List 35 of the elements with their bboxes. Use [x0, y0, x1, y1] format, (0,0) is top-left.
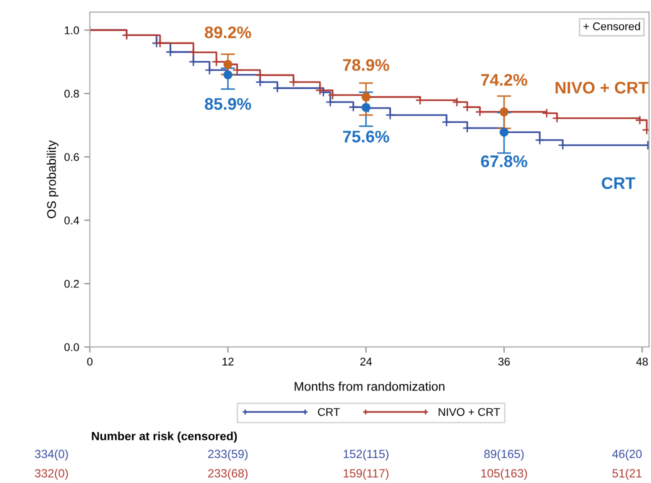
text: 334(0) — [34, 449, 68, 460]
y-tick-label: 0.6 — [64, 153, 79, 162]
y-tick-label: 0.4 — [64, 216, 80, 224]
annotation: CRT — [602, 177, 636, 190]
y-tick-label: 0.0 — [64, 343, 79, 352]
y-axis-title: OS probability — [46, 140, 58, 218]
text: 152(115) — [344, 449, 388, 460]
data-label: 89.2% — [204, 26, 252, 38]
x-tick-label: 0 — [87, 358, 92, 366]
legend-label: CRT — [318, 408, 340, 416]
x-tick-label: 12 — [222, 358, 234, 366]
data-label: 75.6% — [343, 130, 390, 142]
data-label: 67.8% — [481, 155, 528, 168]
data-label: 85.9% — [204, 98, 252, 110]
x-axis-title: Months from randomization — [294, 382, 444, 391]
text: 105(163) — [481, 468, 527, 480]
annotation: NIVO + CRT — [556, 82, 648, 94]
x-tick-label: 36 — [498, 358, 510, 366]
text: 51(21 — [612, 468, 642, 480]
legend-label: NIVO + CRT — [438, 408, 500, 416]
x-tick-label: 24 — [360, 358, 372, 366]
y-tick-label: 0.8 — [64, 90, 79, 98]
text: 332(0) — [34, 468, 68, 480]
text: 89(165) — [484, 449, 524, 460]
text: 233(59) — [208, 449, 248, 460]
text: 159(117) — [344, 468, 388, 480]
text: 46(20 — [612, 449, 642, 460]
y-tick-label: 1.0 — [64, 26, 79, 34]
annotation: + Censored — [583, 22, 640, 30]
y-tick-label: 0.2 — [64, 280, 79, 288]
x-tick-label: 48 — [636, 358, 648, 366]
text: 233(68) — [208, 468, 248, 480]
data-label: 74.2% — [481, 74, 528, 86]
text: Number at risk (censored) — [92, 432, 237, 443]
data-label: 78.9% — [343, 59, 390, 71]
